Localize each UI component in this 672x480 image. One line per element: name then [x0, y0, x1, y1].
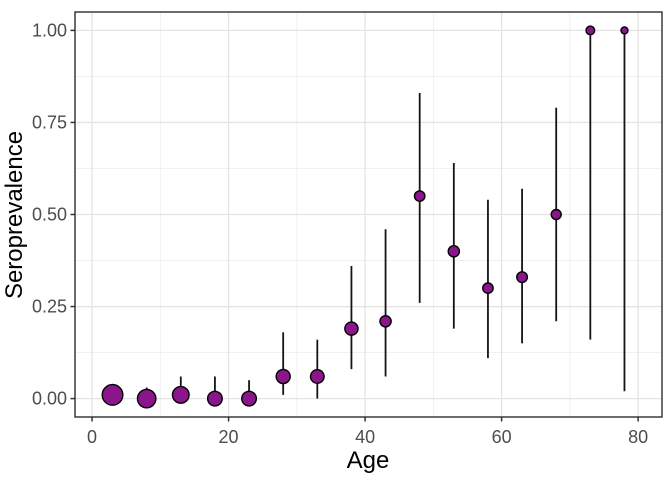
axis-tick-labels: 0 20 40 60 80 0.00 0.25 0.50 0.75 1.00 [32, 20, 648, 447]
x-axis-title: Age [347, 447, 390, 474]
data-point [413, 190, 426, 202]
y-tick-label: 0.75 [32, 112, 67, 132]
data-points [101, 25, 629, 409]
data-point [516, 271, 529, 284]
gridlines [75, 12, 662, 417]
data-point [379, 314, 392, 328]
x-tick-label: 60 [492, 427, 512, 447]
data-point [171, 385, 190, 404]
x-tick-label: 80 [628, 427, 648, 447]
data-point [344, 321, 359, 336]
data-point [482, 282, 494, 295]
x-tick-label: 0 [87, 427, 97, 447]
data-point [447, 245, 461, 258]
data-point [585, 25, 596, 36]
data-point [136, 388, 157, 409]
y-axis-title: Seroprevalence [1, 131, 28, 299]
axis-tick-marks [70, 29, 639, 422]
y-tick-label: 0.00 [32, 389, 67, 409]
y-tick-label: 1.00 [32, 20, 67, 40]
data-point [206, 390, 223, 407]
y-tick-label: 0.25 [32, 297, 67, 317]
data-point [309, 369, 325, 385]
x-tick-label: 40 [355, 427, 375, 447]
data-point [275, 368, 291, 385]
data-point [101, 383, 124, 406]
data-point [620, 26, 629, 35]
y-tick-label: 0.50 [32, 205, 67, 225]
data-point [550, 208, 562, 221]
data-point [241, 390, 258, 407]
x-tick-label: 20 [219, 427, 239, 447]
